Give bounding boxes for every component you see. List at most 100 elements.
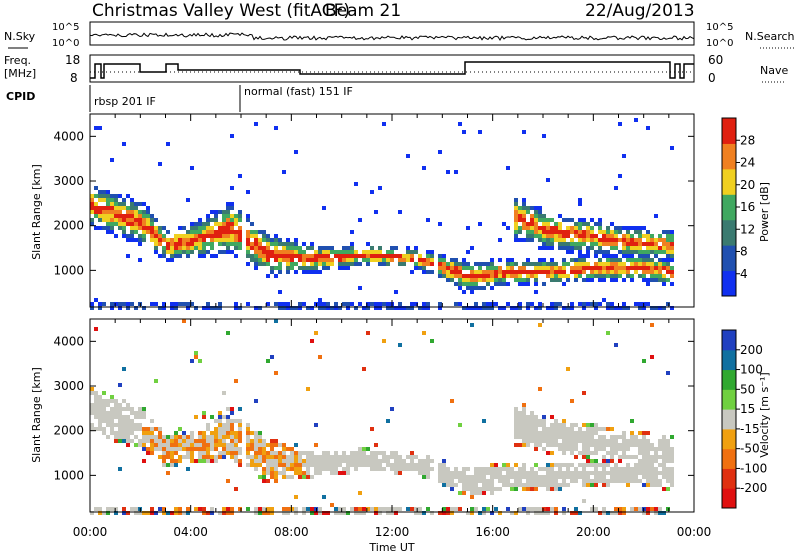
echo-cell	[230, 250, 234, 254]
echo-cell	[382, 451, 386, 455]
echo-cell	[298, 306, 302, 310]
echo-cell	[122, 507, 126, 511]
echo-cell	[618, 122, 622, 126]
echo-cell	[174, 234, 178, 238]
echo-cell	[562, 266, 566, 270]
echo-cell	[330, 306, 334, 310]
echo-cell	[94, 403, 98, 407]
echo-cell	[126, 443, 130, 447]
echo-cell	[570, 258, 574, 262]
echo-cell	[130, 407, 134, 411]
echo-cell	[606, 306, 610, 310]
echo-cell	[222, 391, 226, 395]
echo-cell	[266, 455, 270, 459]
echo-cell	[342, 459, 346, 463]
echo-cell	[398, 343, 402, 347]
echo-cell	[246, 262, 250, 266]
echo-cell	[578, 431, 582, 435]
echo-cell	[422, 266, 426, 270]
echo-cell	[502, 475, 506, 479]
echo-cell	[614, 254, 618, 258]
echo-cell	[318, 258, 322, 262]
echo-cell	[502, 282, 506, 286]
echo-cell	[174, 439, 178, 443]
echo-cell	[278, 451, 282, 455]
echo-cell	[546, 274, 550, 278]
echo-cell	[198, 230, 202, 234]
echo-cell	[214, 210, 218, 214]
echo-cell	[262, 258, 266, 262]
echo-cell	[398, 455, 402, 459]
echo-cell	[546, 479, 550, 483]
echo-cell	[658, 266, 662, 270]
echo-cell	[634, 258, 638, 262]
echo-cell	[486, 262, 490, 266]
echo-cell	[354, 511, 358, 515]
echo-cell	[374, 254, 378, 258]
echo-cell	[438, 270, 442, 274]
echo-cell	[546, 435, 550, 439]
echo-cell	[258, 463, 262, 467]
echo-cell	[138, 439, 142, 443]
echo-cell	[494, 467, 498, 471]
echo-cell	[662, 487, 666, 491]
echo-cell	[282, 254, 286, 258]
echo-cell	[126, 222, 130, 226]
echo-cell	[626, 471, 630, 475]
echo-cell	[150, 222, 154, 226]
echo-cell	[526, 206, 530, 210]
echo-cell	[366, 331, 370, 335]
echo-cell	[222, 250, 226, 254]
echo-cell	[614, 262, 618, 266]
echo-cell	[470, 323, 474, 327]
echo-cell	[622, 443, 626, 447]
echo-cell	[178, 447, 182, 451]
echo-cell	[666, 234, 670, 238]
echo-cell	[414, 266, 418, 270]
echo-cell	[158, 234, 162, 238]
echo-cell	[410, 302, 414, 306]
echo-cell	[146, 435, 150, 439]
echo-cell	[614, 234, 618, 238]
echo-cell	[650, 507, 654, 511]
echo-cell	[114, 415, 118, 419]
echo-cell	[90, 306, 94, 310]
echo-cell	[574, 262, 578, 266]
echo-cell	[594, 302, 598, 306]
echo-cell	[198, 226, 202, 230]
echo-cell	[314, 254, 318, 258]
echo-cell	[558, 427, 562, 431]
echo-cell	[626, 266, 630, 270]
echo-cell	[498, 471, 502, 475]
echo-cell	[630, 262, 634, 266]
echo-cell	[218, 427, 222, 431]
echo-cell	[658, 511, 662, 515]
echo-cell	[418, 258, 422, 262]
echo-cell	[554, 234, 558, 238]
echo-cell	[318, 306, 322, 310]
echo-cell	[110, 198, 114, 202]
echo-cell	[546, 467, 550, 471]
echo-cell	[322, 459, 326, 463]
echo-cell	[326, 467, 330, 471]
echo-cell	[250, 242, 254, 246]
echo-cell	[306, 451, 310, 455]
echo-cell	[326, 459, 330, 463]
echo-cell	[522, 238, 526, 242]
echo-cell	[178, 507, 182, 511]
echo-cell	[118, 218, 122, 222]
echo-cell	[570, 218, 574, 222]
echo-cell	[370, 190, 374, 194]
echo-cell	[518, 230, 522, 234]
echo-cell	[338, 507, 342, 511]
echo-cell	[230, 435, 234, 439]
echo-cell	[110, 158, 114, 162]
velocity-colorbar-swatch	[722, 369, 736, 390]
echo-cell	[186, 234, 190, 238]
echo-cell	[202, 435, 206, 439]
echo-cell	[190, 359, 194, 363]
echo-cell	[650, 266, 654, 270]
echo-cell	[574, 423, 578, 427]
echo-cell	[574, 435, 578, 439]
echo-cell	[546, 266, 550, 270]
